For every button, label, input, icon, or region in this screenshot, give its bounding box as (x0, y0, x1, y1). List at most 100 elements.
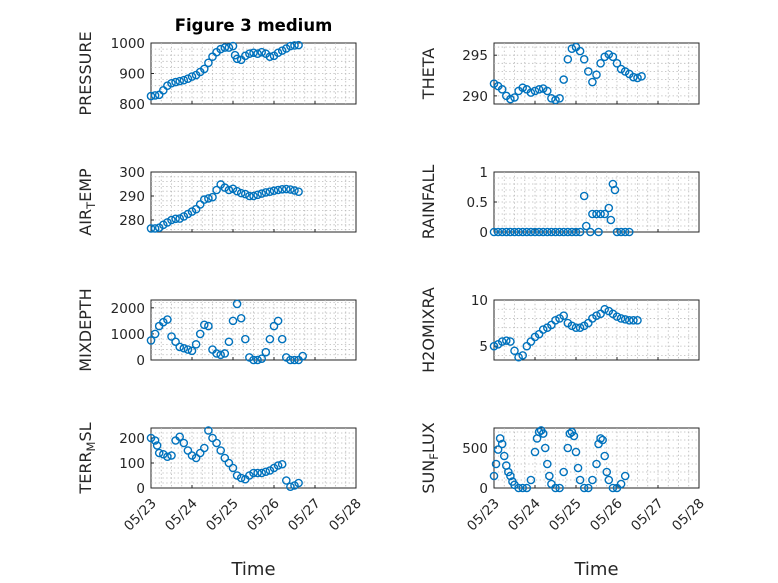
data-point (514, 352, 523, 362)
data-point (294, 40, 303, 50)
data-point (563, 443, 573, 453)
data-point (171, 214, 180, 224)
data-point (167, 78, 176, 88)
subplot-5: 0 1000 2000 MIXDEPTH (76, 288, 357, 372)
data-point (183, 446, 193, 455)
data-point (220, 453, 230, 463)
data-point (518, 483, 528, 493)
data-point (150, 329, 160, 339)
x-tick-label: 05/24 (162, 496, 201, 535)
data-point (497, 337, 507, 346)
data-point (594, 227, 603, 237)
data-point (506, 227, 515, 237)
data-point (616, 227, 626, 237)
data-point (281, 476, 291, 485)
data-point (522, 227, 532, 237)
data-point (598, 435, 607, 445)
data-point (571, 323, 581, 332)
data-point (152, 441, 162, 450)
x-axis-label: Time (573, 559, 618, 580)
data-point (616, 314, 626, 323)
data-point (269, 321, 279, 331)
data-point (506, 471, 515, 481)
data-point (551, 95, 560, 105)
data-point (588, 209, 597, 219)
data-point (195, 448, 205, 458)
data-point (286, 355, 295, 365)
data-point (179, 438, 189, 448)
data-point (253, 468, 262, 478)
data-point (612, 227, 622, 237)
data-point (563, 54, 573, 64)
data-point (191, 340, 201, 349)
data-point (212, 185, 221, 195)
data-point (588, 77, 597, 87)
data-point (600, 209, 610, 219)
data-point (604, 475, 614, 485)
data-point (277, 46, 287, 55)
data-point (199, 320, 209, 330)
data-point (253, 49, 262, 58)
y-tick-label: 500 (462, 441, 488, 457)
data-point (543, 227, 552, 237)
data-point (559, 311, 569, 320)
data-point (167, 215, 176, 225)
data-point (290, 186, 299, 195)
data-point (620, 471, 630, 481)
data-point (586, 227, 595, 237)
x-tick-label: 05/27 (628, 496, 667, 535)
y-tick-label: 0 (479, 481, 488, 497)
data-point (290, 355, 299, 365)
data-point (220, 349, 230, 358)
data-point (573, 463, 583, 473)
data-point (575, 46, 585, 56)
data-point (526, 227, 536, 237)
data-point (199, 443, 209, 453)
data-point (489, 471, 499, 481)
data-point (530, 447, 540, 457)
y-tick-label: 100 (119, 456, 145, 472)
data-point (232, 299, 242, 309)
data-point (569, 431, 579, 441)
data-point (236, 473, 246, 483)
data-point (501, 227, 511, 237)
data-point (224, 458, 234, 468)
data-point (493, 445, 503, 454)
data-point (637, 72, 646, 81)
data-point (530, 227, 540, 237)
data-point (224, 185, 234, 195)
data-point (216, 446, 225, 455)
data-point (610, 185, 620, 195)
data-point (154, 448, 164, 458)
x-tick-label: 05/24 (505, 496, 544, 535)
chart-title: Figure 3 medium (175, 16, 333, 35)
data-point (534, 427, 544, 437)
data-point (567, 227, 577, 237)
data-point (245, 49, 254, 58)
data-point (195, 329, 205, 339)
data-point (600, 451, 610, 461)
data-point (257, 47, 267, 57)
data-point (495, 434, 505, 443)
data-point (506, 337, 515, 346)
subplot-2: 290 295 THETA (419, 42, 700, 105)
data-point (620, 315, 630, 324)
data-point (204, 426, 213, 435)
data-point (281, 184, 291, 194)
data-point (187, 346, 197, 356)
data-point (179, 75, 189, 85)
y-tick-label: 10 (471, 293, 488, 309)
data-point (191, 453, 201, 463)
data-point (249, 355, 258, 365)
subplot-1: 800 900 1000 PRESSURE Figure 3 medium (76, 16, 357, 116)
data-point (240, 189, 250, 199)
data-point (501, 336, 511, 345)
x-tick-label: 05/28 (669, 496, 708, 535)
y-tick-label: 2000 (111, 301, 145, 317)
data-point (497, 439, 507, 449)
data-point (175, 214, 184, 223)
data-point (253, 190, 262, 200)
data-point (232, 54, 242, 64)
data-point (150, 224, 160, 233)
